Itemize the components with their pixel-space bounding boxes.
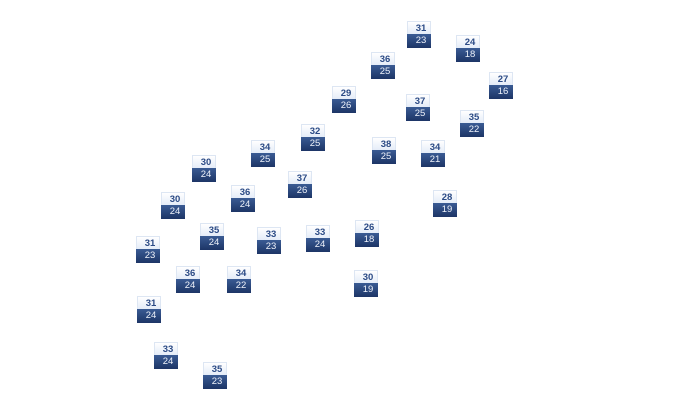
low-temperature: 24 — [192, 168, 216, 182]
temperature-marker[interactable]: 33 23 — [257, 227, 281, 255]
high-temperature: 33 — [154, 342, 178, 355]
low-temperature: 25 — [251, 153, 275, 167]
low-temperature: 24 — [231, 198, 255, 212]
low-temperature: 25 — [372, 150, 396, 164]
high-temperature: 35 — [200, 223, 224, 236]
low-temperature: 26 — [332, 99, 356, 113]
low-temperature: 22 — [460, 123, 484, 137]
temperature-marker[interactable]: 37 26 — [288, 171, 312, 199]
high-temperature: 30 — [192, 155, 216, 168]
temperature-marker[interactable]: 34 21 — [421, 140, 445, 168]
low-temperature: 16 — [489, 85, 513, 99]
temperature-marker[interactable]: 34 25 — [251, 140, 275, 168]
high-temperature: 27 — [489, 72, 513, 85]
low-temperature: 23 — [257, 240, 281, 254]
temperature-marker[interactable]: 29 26 — [332, 86, 356, 114]
temperature-marker[interactable]: 26 18 — [355, 220, 379, 248]
temperature-marker[interactable]: 30 19 — [354, 270, 378, 298]
low-temperature: 24 — [161, 205, 185, 219]
temperature-marker[interactable]: 31 23 — [407, 21, 431, 49]
low-temperature: 23 — [203, 375, 227, 389]
low-temperature: 19 — [433, 203, 457, 217]
high-temperature: 30 — [354, 270, 378, 283]
high-temperature: 36 — [176, 266, 200, 279]
high-temperature: 31 — [136, 236, 160, 249]
high-temperature: 35 — [460, 110, 484, 123]
high-temperature: 36 — [231, 185, 255, 198]
high-temperature: 34 — [251, 140, 275, 153]
low-temperature: 19 — [354, 283, 378, 297]
high-temperature: 30 — [161, 192, 185, 205]
high-temperature: 29 — [332, 86, 356, 99]
low-temperature: 21 — [421, 153, 445, 167]
temperature-marker[interactable]: 31 24 — [137, 296, 161, 324]
temperature-marker[interactable]: 30 24 — [192, 155, 216, 183]
temperature-marker[interactable]: 32 25 — [301, 124, 325, 152]
low-temperature: 23 — [407, 34, 431, 48]
temperature-marker[interactable]: 28 19 — [433, 190, 457, 218]
temperature-marker[interactable]: 33 24 — [154, 342, 178, 370]
low-temperature: 24 — [306, 238, 330, 252]
high-temperature: 24 — [456, 35, 480, 48]
low-temperature: 22 — [227, 279, 251, 293]
low-temperature: 23 — [136, 249, 160, 263]
high-temperature: 26 — [355, 220, 379, 233]
temperature-marker[interactable]: 27 16 — [489, 72, 513, 100]
temperature-marker[interactable]: 24 18 — [456, 35, 480, 63]
temperature-marker[interactable]: 38 25 — [372, 137, 396, 165]
high-temperature: 37 — [288, 171, 312, 184]
high-temperature: 32 — [301, 124, 325, 137]
low-temperature: 25 — [301, 137, 325, 151]
low-temperature: 24 — [137, 309, 161, 323]
temperature-marker[interactable]: 31 23 — [136, 236, 160, 264]
low-temperature: 26 — [288, 184, 312, 198]
high-temperature: 35 — [203, 362, 227, 375]
low-temperature: 18 — [456, 48, 480, 62]
temperature-marker[interactable]: 35 24 — [200, 223, 224, 251]
high-temperature: 28 — [433, 190, 457, 203]
high-temperature: 38 — [372, 137, 396, 150]
temperature-marker[interactable]: 34 22 — [227, 266, 251, 294]
high-temperature: 31 — [137, 296, 161, 309]
high-temperature: 37 — [406, 94, 430, 107]
temperature-marker[interactable]: 36 24 — [231, 185, 255, 213]
low-temperature: 25 — [406, 107, 430, 121]
low-temperature: 24 — [200, 236, 224, 250]
temperature-marker[interactable]: 36 25 — [371, 52, 395, 80]
low-temperature: 24 — [176, 279, 200, 293]
low-temperature: 18 — [355, 233, 379, 247]
high-temperature: 31 — [407, 21, 431, 34]
temperature-marker[interactable]: 36 24 — [176, 266, 200, 294]
low-temperature: 25 — [371, 65, 395, 79]
high-temperature: 34 — [227, 266, 251, 279]
temperature-marker[interactable]: 33 24 — [306, 225, 330, 253]
low-temperature: 24 — [154, 355, 178, 369]
high-temperature: 33 — [257, 227, 281, 240]
high-temperature: 34 — [421, 140, 445, 153]
high-temperature: 36 — [371, 52, 395, 65]
temperature-marker[interactable]: 37 25 — [406, 94, 430, 122]
temperature-marker[interactable]: 35 23 — [203, 362, 227, 390]
temperature-marker[interactable]: 30 24 — [161, 192, 185, 220]
high-temperature: 33 — [306, 225, 330, 238]
temperature-marker[interactable]: 35 22 — [460, 110, 484, 138]
